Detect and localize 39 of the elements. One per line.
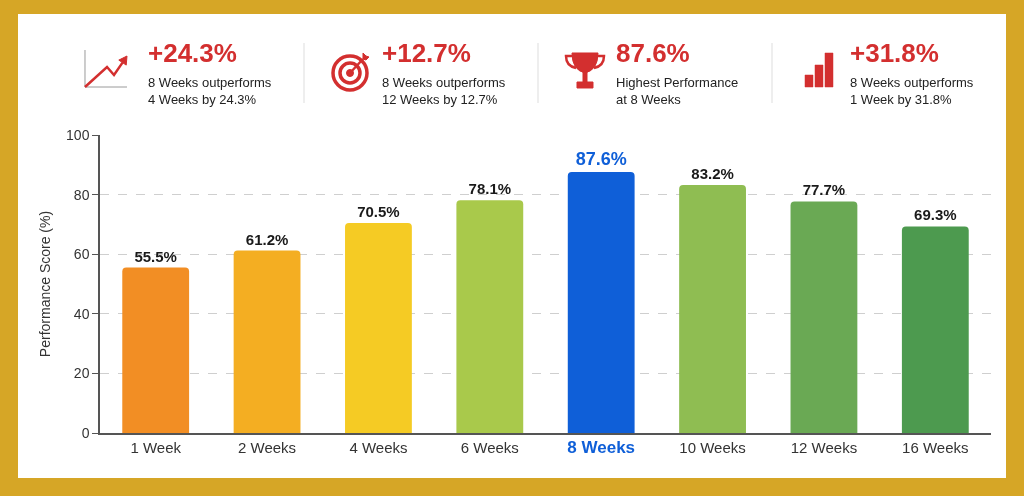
data-label: 78.1% (468, 180, 512, 198)
data-label: 70.5% (357, 202, 400, 220)
x-tick-label: 10 Weeks (679, 438, 746, 456)
data-label: 61.2% (245, 230, 289, 248)
x-tick-label: 8 Weeks (567, 437, 636, 457)
y-tick-label: 80 (73, 186, 90, 203)
bar (345, 222, 412, 433)
bar (456, 200, 524, 433)
text: Highest Performance at 8 Weeks (616, 75, 739, 107)
data-label: 77.7% (802, 181, 846, 199)
y-tick-label: 20 (73, 365, 90, 382)
x-tick-label: 2 Weeks (238, 438, 297, 456)
y-tick-label: 40 (73, 305, 90, 322)
x-tick-label: 12 Weeks (790, 438, 858, 456)
x-tick-label: 4 Weeks (349, 438, 408, 456)
bar (233, 250, 301, 433)
text: +24.3% (148, 38, 237, 68)
bar (679, 185, 746, 433)
text: +12.7% (382, 38, 471, 68)
bar (901, 226, 969, 433)
x-tick-label: 16 Weeks (902, 438, 969, 456)
data-label: 55.5% (134, 247, 177, 265)
bar (790, 201, 858, 433)
bar (122, 267, 190, 433)
data-label: 69.3% (914, 206, 957, 224)
text: 8 Weeks outperforms 4 Weeks by 24.3% (148, 75, 272, 107)
bar (567, 171, 635, 433)
y-tick-label: 60 (73, 246, 90, 263)
text: +31.8% (850, 38, 939, 68)
x-tick-label: 1 Week (130, 438, 182, 456)
data-label: 83.2% (691, 165, 734, 183)
y-axis-title: Performance Score (%) (37, 210, 54, 358)
x-tick-label: 6 Weeks (460, 438, 519, 456)
y-tick-label: 0 (81, 424, 90, 441)
text: 8 Weeks outperforms 1 Week by 31.8% (850, 75, 974, 107)
data-label: 87.6% (575, 148, 627, 169)
text: 8 Weeks outperforms 12 Weeks by 12.7% (382, 75, 506, 107)
y-tick-label: 100 (66, 126, 90, 143)
text: 87.6% (616, 38, 690, 68)
